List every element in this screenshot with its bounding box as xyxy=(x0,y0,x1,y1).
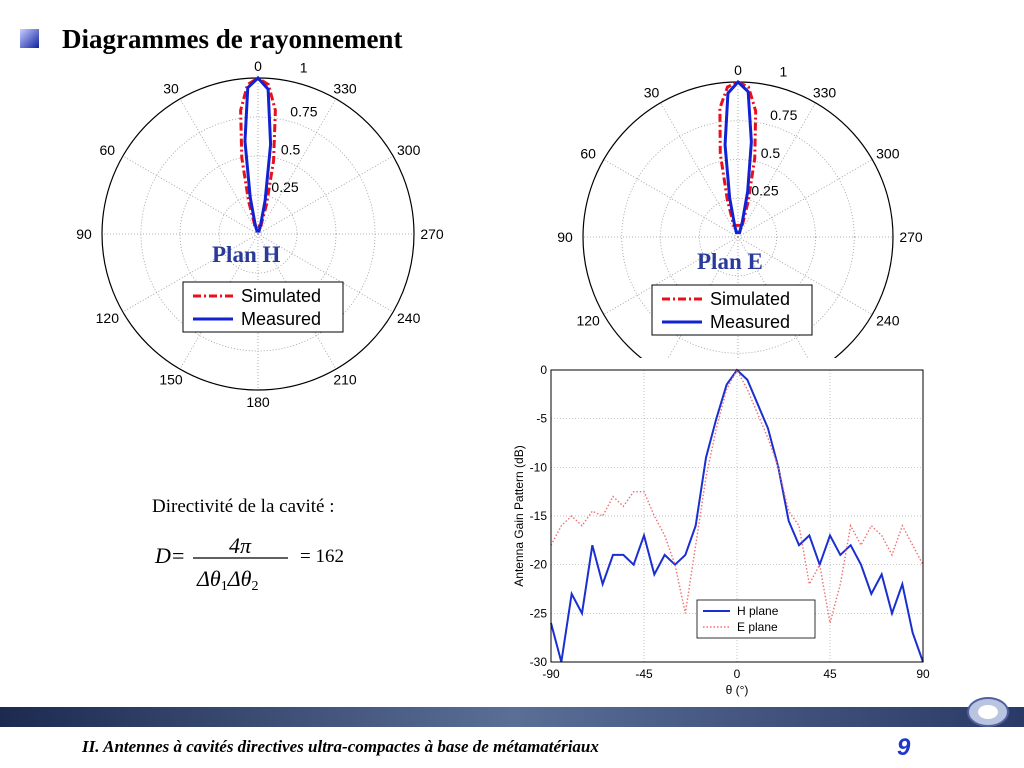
legend-label: Simulated xyxy=(241,286,321,306)
r-tick-label: 0.75 xyxy=(770,107,797,123)
y-tick-label: -10 xyxy=(530,460,548,474)
plan-label: Plan H xyxy=(212,242,280,267)
plot-border xyxy=(550,369,924,663)
denominator-base: Δθ xyxy=(196,566,221,591)
theta-tick-label: 330 xyxy=(333,81,357,97)
formula-numerator: 4π xyxy=(229,533,252,558)
legend-label: Simulated xyxy=(710,289,790,309)
spoke xyxy=(660,102,739,238)
charts: 0.250.50.7510306090120150180210240270300… xyxy=(76,58,938,698)
theta-tick-label: 0 xyxy=(734,62,742,78)
y-tick-label: -20 xyxy=(530,558,548,572)
denominator-sub: 2 xyxy=(251,579,258,594)
x-axis-label: θ (°) xyxy=(726,683,749,697)
polar-chart: 0.250.50.7510306090120150180210240270300… xyxy=(76,58,444,410)
formula-symbol: D xyxy=(154,543,171,568)
legend-label: Measured xyxy=(710,312,790,332)
y-axis-label: Antenna Gain Pattern (dB) xyxy=(512,445,526,586)
r-tick-label: 0.5 xyxy=(281,141,301,157)
theta-tick-label: 270 xyxy=(899,229,923,245)
page-number: 9 xyxy=(897,734,911,761)
spoke xyxy=(737,159,873,238)
x-tick-label: -45 xyxy=(635,667,653,681)
legend-label: Measured xyxy=(241,309,321,329)
spoke xyxy=(257,155,394,235)
bullet-icon xyxy=(20,29,39,48)
r-tick-label: 0.5 xyxy=(761,145,781,161)
grid-ring xyxy=(621,120,855,354)
spoke xyxy=(122,155,259,235)
pattern-line xyxy=(243,75,273,233)
logo xyxy=(967,697,1009,727)
legend-box xyxy=(182,281,344,333)
theta-tick-label: 120 xyxy=(576,313,600,329)
theta-tick-label: 60 xyxy=(100,142,116,158)
theta-tick-label: 120 xyxy=(96,310,120,326)
denominator-base: Δθ xyxy=(227,566,252,591)
theta-tick-label: 150 xyxy=(159,371,183,387)
y-tick-label: -5 xyxy=(536,412,547,426)
spoke xyxy=(257,233,394,313)
legend-label: E plane xyxy=(737,620,778,634)
plan-label: Plan E xyxy=(697,249,763,274)
spoke xyxy=(737,236,816,372)
theta-tick-label: 30 xyxy=(644,84,660,100)
legend-box xyxy=(651,284,813,336)
y-tick-label: -15 xyxy=(530,509,548,523)
y-tick-label: -25 xyxy=(530,606,548,620)
formula-equals: = xyxy=(172,543,184,568)
theta-tick-label: 270 xyxy=(420,226,444,242)
r-tick-label: 1 xyxy=(300,60,308,76)
x-tick-label: 90 xyxy=(916,667,930,681)
theta-tick-label: 60 xyxy=(580,146,596,162)
formula-denominator: Δθ1Δθ2 xyxy=(196,566,258,594)
theta-tick-label: 300 xyxy=(876,146,900,162)
footer-band xyxy=(0,707,1024,727)
theta-tick-label: 240 xyxy=(397,310,421,326)
spoke xyxy=(737,236,873,315)
grid-ring xyxy=(698,197,778,277)
grid-ring xyxy=(660,159,816,315)
theta-tick-label: 180 xyxy=(246,394,270,410)
slide-title: Diagrammes de rayonnement xyxy=(62,24,402,54)
gain-line xyxy=(550,368,924,624)
line-chart: 0 -5 -10 -15 -20 -25 -30-90 -45 0 45 90 θ (°) Antenn… xyxy=(498,358,938,698)
spoke xyxy=(737,102,816,238)
spoke xyxy=(603,236,739,315)
x-tick-label: -90 xyxy=(542,667,560,681)
legend-box xyxy=(696,599,816,639)
polar-chart: 0.250.50.7510306090120150180210240270300… xyxy=(557,62,923,412)
y-tick-label: -30 xyxy=(530,655,548,669)
theta-tick-label: 210 xyxy=(333,371,357,387)
spoke xyxy=(660,236,739,372)
x-tick-label: 0 xyxy=(734,667,741,681)
formula-result: = 162 xyxy=(300,546,344,567)
r-tick-label: 0.75 xyxy=(290,103,317,119)
legend-label: H plane xyxy=(737,604,779,618)
theta-tick-label: 90 xyxy=(76,226,92,242)
formula: D = 4π Δθ1Δθ2 = 162 xyxy=(154,533,344,594)
theta-tick-label: 30 xyxy=(163,81,179,97)
theta-tick-label: 0 xyxy=(254,58,262,74)
pattern-line xyxy=(723,79,753,235)
r-tick-label: 0.25 xyxy=(751,182,778,198)
theta-tick-label: 90 xyxy=(557,229,573,245)
denominator-sub: 1 xyxy=(221,579,228,594)
theta-tick-label: 240 xyxy=(876,313,900,329)
r-tick-label: 1 xyxy=(779,64,787,80)
x-tick-label: 45 xyxy=(823,667,837,681)
y-tick-label: 0 xyxy=(540,363,547,377)
spoke xyxy=(122,233,259,313)
directivity-text: Directivité de la cavité : xyxy=(152,496,335,517)
theta-tick-label: 330 xyxy=(813,84,837,100)
spoke xyxy=(603,159,739,238)
theta-tick-label: 300 xyxy=(397,142,421,158)
spoke xyxy=(179,98,259,235)
footer-title: II. Antennes à cavités directives ultra-… xyxy=(81,737,599,756)
spoke xyxy=(257,98,337,235)
